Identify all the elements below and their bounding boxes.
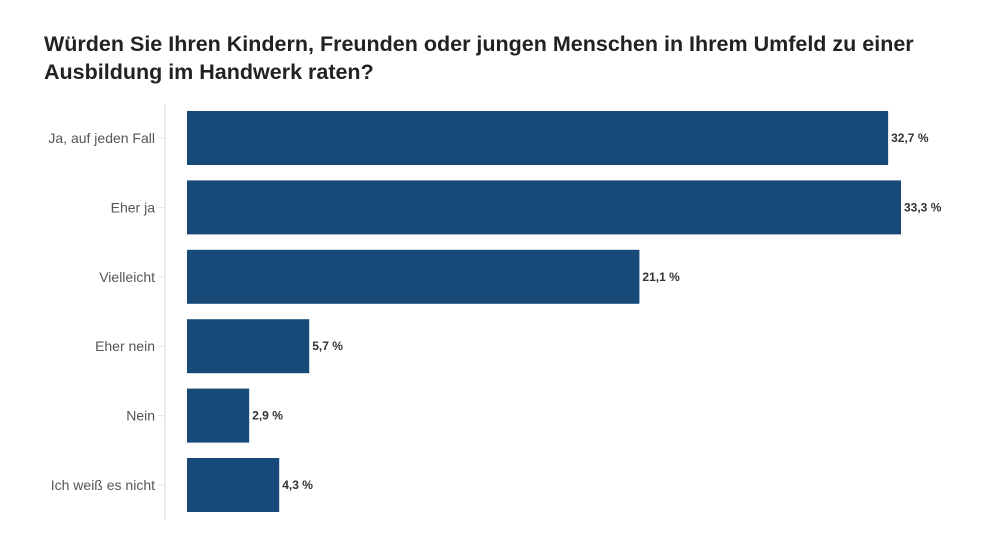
data-label: 4,3 % (282, 478, 313, 492)
chart-title: Würden Sie Ihren Kindern, Freunden oder … (44, 32, 914, 84)
data-label: 33,3 % (904, 200, 942, 214)
data-label: 32,7 % (891, 131, 929, 145)
category-label: Eher ja (111, 199, 156, 215)
category-label: Nein (126, 408, 155, 424)
bar (187, 388, 250, 443)
bar (187, 111, 889, 165)
data-label: 2,9 % (252, 409, 283, 423)
category-label: Ja, auf jeden Fall (48, 130, 155, 146)
bar (187, 180, 901, 235)
category-label: Ich weiß es nicht (51, 477, 155, 493)
bar (187, 458, 280, 512)
bar (187, 249, 640, 304)
bar (187, 319, 310, 374)
category-label: Eher nein (95, 338, 155, 354)
data-label: 5,7 % (312, 339, 343, 353)
data-label: 21,1 % (642, 270, 680, 284)
category-label: Vielleicht (99, 269, 155, 285)
